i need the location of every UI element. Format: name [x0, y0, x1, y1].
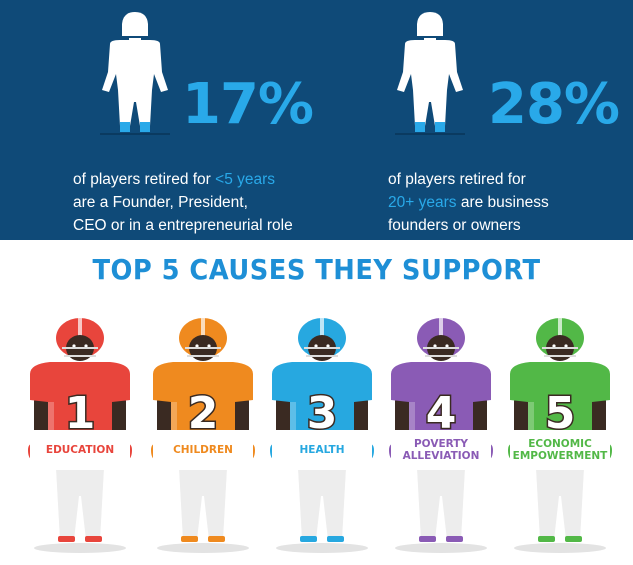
cause-figure-5: 5 ECONOMIC EMPOWERMENT — [500, 318, 620, 558]
cause-label: POVERTY ALLEVIATION — [391, 430, 491, 470]
stat-description: of players retired for <5 years are a Fo… — [73, 171, 293, 234]
football-player-icon — [389, 318, 493, 553]
stat-description: of players retired for 20+ years are bus… — [388, 171, 549, 234]
cause-label: CHILDREN — [153, 430, 253, 470]
cause-label: HEALTH — [272, 430, 372, 470]
player-silhouette-icon — [395, 12, 465, 135]
cause-figure-1: 1 EDUCATION — [20, 318, 140, 558]
stat-block-1: 17% of players retired for <5 years are … — [0, 0, 314, 240]
cause-figure-3: 3 HEALTH — [262, 318, 382, 558]
stats-banner: 17% of players retired for <5 years are … — [0, 0, 633, 240]
cause-figure-4: 4 POVERTY ALLEVIATION — [381, 318, 501, 558]
stat-block-2: 28% of players retired for 20+ years are… — [310, 0, 620, 240]
player-silhouette-icon — [100, 12, 170, 135]
cause-label: EDUCATION — [30, 430, 130, 470]
section-title: TOP 5 CAUSES THEY SUPPORT — [92, 253, 541, 286]
stat-percentage: 17% — [182, 72, 314, 137]
cause-label: ECONOMIC EMPOWERMENT — [510, 430, 610, 470]
cause-figure-2: 2 CHILDREN — [143, 318, 263, 558]
stat-percentage: 28% — [488, 72, 620, 137]
